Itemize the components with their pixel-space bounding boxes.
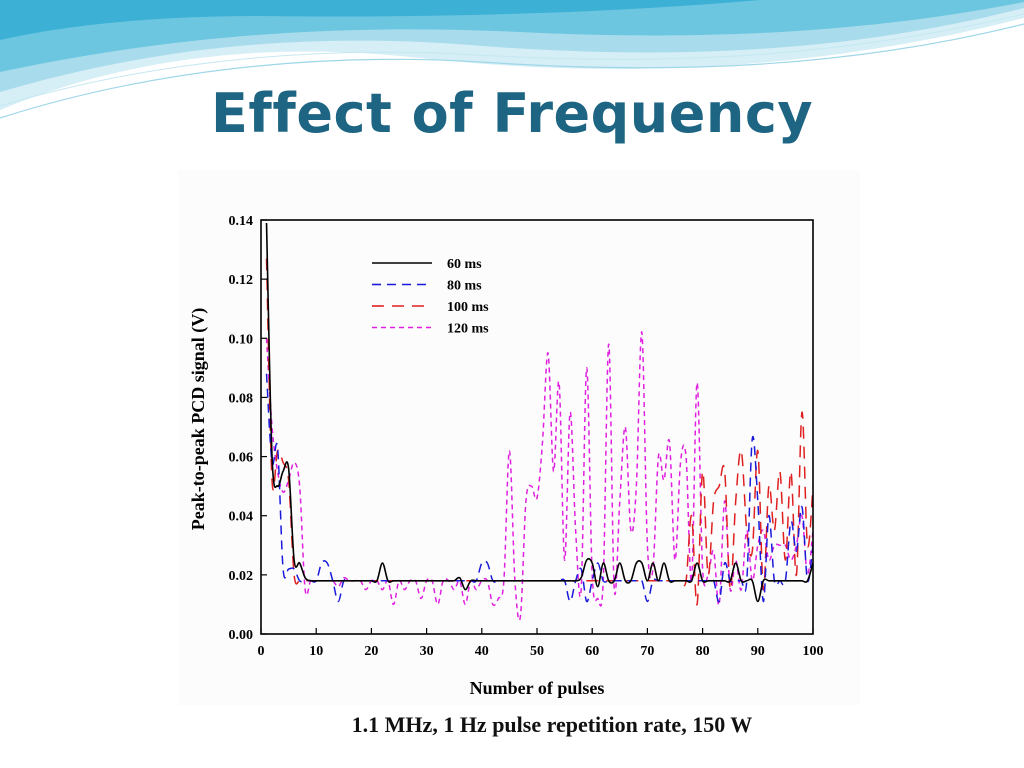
plot-frame (260, 219, 814, 635)
series-line-120-ms (265, 331, 813, 621)
y-tick-label: 0.12 (229, 273, 254, 288)
y-tick-label: 0.06 (229, 451, 254, 466)
series-line-100-ms (265, 258, 813, 606)
legend: 60 ms 80 ms 100 ms 120 ms (372, 257, 489, 337)
x-tick-label: 30 (420, 644, 434, 659)
x-tick-label: 20 (364, 644, 378, 659)
legend-label: 80 ms (447, 279, 482, 294)
x-tick-label: 60 (585, 644, 599, 659)
y-axis-label: Peak-to-peak PCD signal (V) (188, 308, 209, 531)
chart-caption: 1.1 MHz, 1 Hz pulse repetition rate, 150… (351, 712, 753, 737)
y-tick-label: 0.00 (229, 628, 254, 643)
y-tick-label: 0.02 (229, 569, 254, 584)
series-line-80-ms (265, 373, 813, 603)
x-tick-label: 80 (696, 644, 710, 659)
x-axis-label: Number of pulses (470, 678, 605, 698)
line-chart: 0 10 20 30 40 50 60 70 80 90 100 0.00 0.02 0.04 0.06 0.… (188, 214, 824, 698)
x-tick-label: 100 (803, 644, 824, 659)
series-layer (265, 222, 813, 621)
x-tick-label: 70 (640, 644, 654, 659)
legend-label: 60 ms (447, 257, 482, 272)
series-line-60-ms (265, 222, 813, 603)
x-tick-label: 10 (309, 644, 323, 659)
y-tick-label: 0.08 (229, 391, 254, 406)
x-tick-label: 40 (475, 644, 489, 659)
tick-layer: 0 10 20 30 40 50 60 70 80 90 100 0.00 0.02 0.04 0.06 0.… (229, 214, 824, 659)
y-tick-label: 0.04 (229, 510, 254, 525)
x-tick-label: 50 (530, 644, 544, 659)
x-tick-label: 90 (751, 644, 765, 659)
x-tick-label: 0 (258, 644, 265, 659)
slide-title: Effect of Frequency (210, 82, 814, 145)
y-tick-label: 0.10 (229, 332, 254, 347)
y-tick-label: 0.14 (229, 214, 254, 229)
chart-panel (178, 170, 860, 705)
header-wave-decoration (0, 0, 1024, 119)
legend-label: 100 ms (447, 300, 489, 315)
legend-label: 120 ms (447, 322, 489, 337)
